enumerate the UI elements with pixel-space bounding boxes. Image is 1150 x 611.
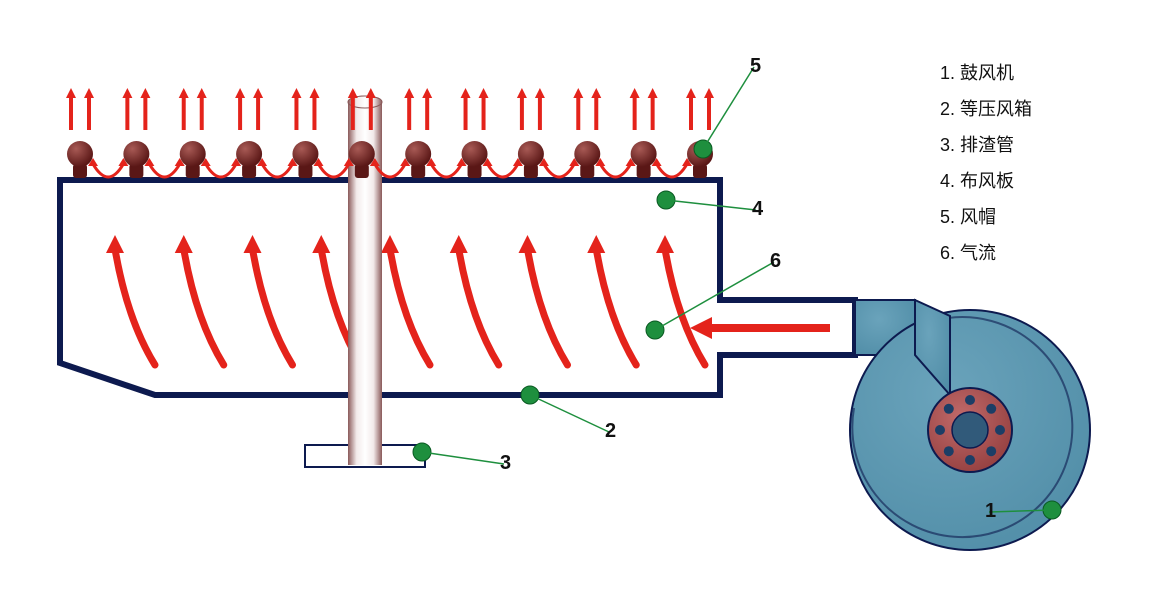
legend-item: 6. 气流 (940, 235, 1032, 271)
wind-cap-head (236, 141, 262, 167)
leader-line (422, 452, 504, 464)
callout-number: 5 (750, 55, 761, 78)
blower-bolt (944, 404, 954, 414)
legend: 1. 鼓风机2. 等压风箱3. 排渣管4. 布风板5. 风帽6. 气流 (940, 55, 1032, 271)
legend-item: 3. 排渣管 (940, 127, 1032, 163)
wind-cap-head (631, 141, 657, 167)
blower-bolt (986, 446, 996, 456)
wind-cap-head (123, 141, 149, 167)
wind-cap-head (462, 141, 488, 167)
legend-item: 1. 鼓风机 (940, 55, 1032, 91)
blower-bolt (995, 425, 1005, 435)
wind-cap-head (405, 141, 431, 167)
blower-bolt (986, 404, 996, 414)
blower-bolt (935, 425, 945, 435)
plenum-fill (60, 180, 855, 395)
wind-cap-head (67, 141, 93, 167)
leader-line (530, 395, 609, 432)
callout-number: 4 (752, 198, 763, 221)
wind-cap-head (349, 141, 375, 167)
blower-bolt (965, 455, 975, 465)
legend-item: 4. 布风板 (940, 163, 1032, 199)
callout-number: 3 (500, 452, 511, 475)
callout-number: 6 (770, 250, 781, 273)
legend-item: 5. 风帽 (940, 199, 1032, 235)
wind-cap-head (180, 141, 206, 167)
blower-bolt (965, 395, 975, 405)
legend-item: 2. 等压风箱 (940, 91, 1032, 127)
blower-bolt (944, 446, 954, 456)
callout-number: 1 (985, 500, 996, 523)
wind-cap-head (518, 141, 544, 167)
wind-cap-head (574, 141, 600, 167)
wind-cap-head (292, 141, 318, 167)
callout-number: 2 (605, 420, 616, 443)
